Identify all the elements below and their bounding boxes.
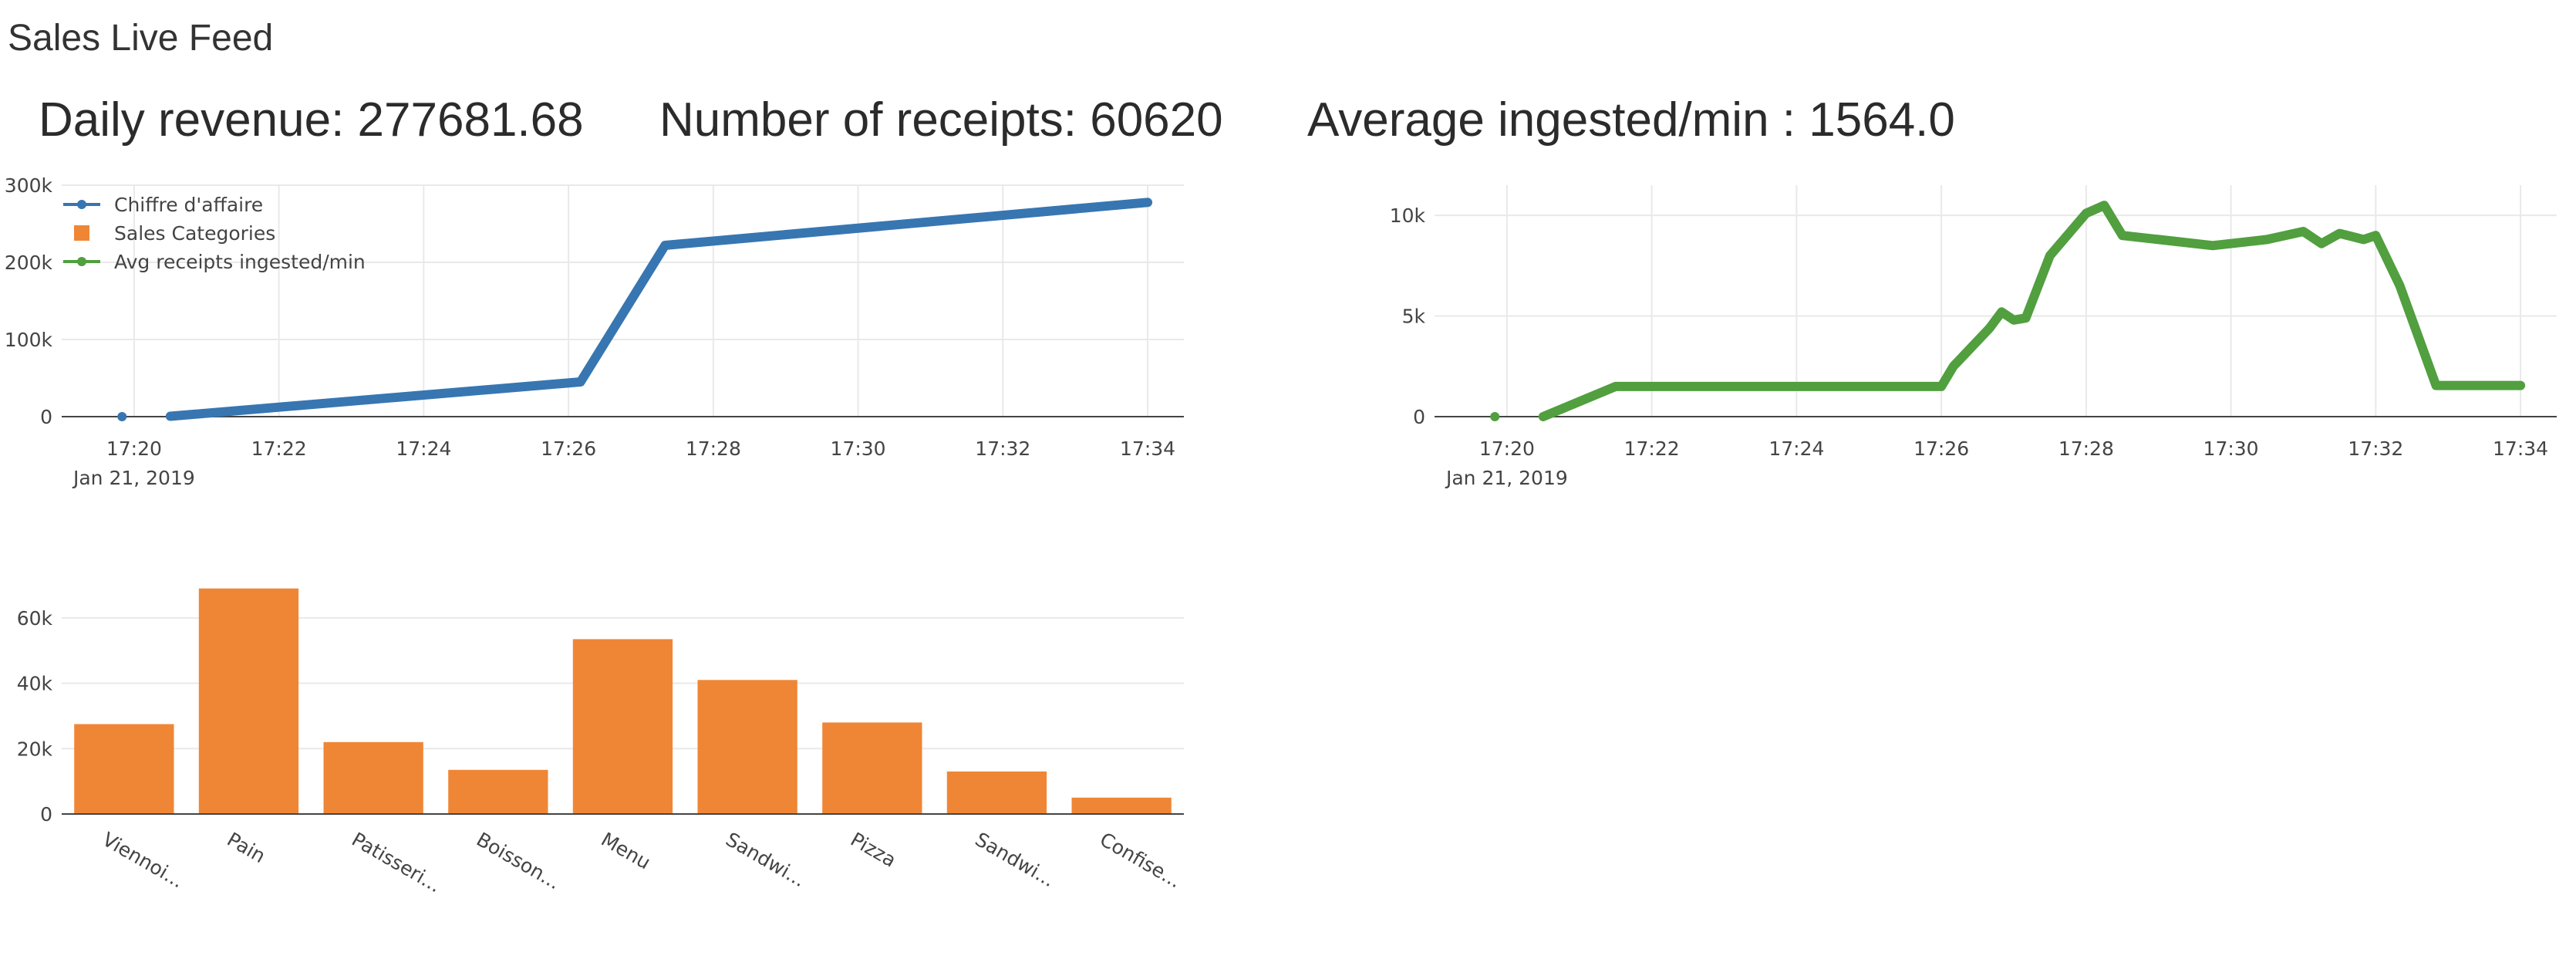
- ingested-line-chart[interactable]: 17:20 17:22 17:24 17:26 17:28 17:30 17:32 17:34…: [1373, 170, 2576, 494]
- series-start-marker: [117, 412, 127, 421]
- x-tick-label: Sandwi...: [972, 828, 1059, 891]
- x-tick-label: Viennoi...: [99, 828, 188, 892]
- x-tick-label: 17:20: [106, 437, 162, 460]
- x-tick-label: 17:30: [2203, 437, 2259, 460]
- y-tick-label: 300k: [5, 174, 53, 197]
- x-tick-label: 17:28: [686, 437, 741, 460]
- x-tick-date: Jan 21, 2019: [1445, 467, 1568, 489]
- x-tick-label: 17:30: [831, 437, 886, 460]
- x-tick-label: Boisson...: [473, 828, 565, 893]
- x-tick-label: 17:28: [2058, 437, 2114, 460]
- x-tick-label: 17:26: [541, 437, 596, 460]
- x-tick-label: Pain: [224, 828, 270, 867]
- x-tick-label: 17:24: [1768, 437, 1824, 460]
- legend-item-label: Avg receipts ingested/min: [114, 251, 366, 273]
- series-line: [1538, 201, 2526, 421]
- x-tick-label: Pizza: [847, 828, 900, 872]
- legend-item-label: Chiffre d'affaire: [114, 194, 263, 216]
- legend-item-label: Sales Categories: [114, 222, 275, 245]
- y-tick-label: 20k: [17, 738, 53, 760]
- x-tick-label: 17:34: [2493, 437, 2548, 460]
- x-tick-label: 17:32: [2348, 437, 2403, 460]
- bar: [697, 680, 797, 814]
- y-tick-label: 0: [40, 803, 52, 826]
- y-tick-label: 60k: [17, 607, 53, 630]
- bar: [448, 769, 548, 814]
- y-tick-label: 0: [1413, 406, 1425, 428]
- x-tick-label: 17:24: [396, 437, 451, 460]
- avg-ingested-stat: Average ingested/min : 1564.0: [1307, 93, 1955, 147]
- y-tick-label: 0: [40, 406, 52, 428]
- bar: [822, 722, 922, 814]
- x-tick-label: Patisseri...: [348, 828, 445, 897]
- bar: [946, 771, 1047, 814]
- y-tick-label: 200k: [5, 252, 53, 274]
- x-tick-label: 17:22: [1624, 437, 1680, 460]
- categories-bar-chart[interactable]: 0 20k 40k 60k Viennoi... Pain Patisseri... Bois…: [0, 563, 1203, 897]
- bar: [198, 588, 299, 814]
- legend-symbol-marker: [77, 200, 86, 209]
- receipts-count-stat: Number of receipts: 60620: [659, 93, 1223, 147]
- x-tick-label: 17:22: [251, 437, 307, 460]
- series-line: [165, 198, 1153, 421]
- x-tick-label: 17:34: [1120, 437, 1175, 460]
- x-tick-label: 17:26: [1913, 437, 1969, 460]
- y-tick-label: 5k: [1402, 306, 1426, 328]
- legend-symbol: [74, 225, 89, 241]
- x-tick-label: Menu: [598, 828, 655, 873]
- y-tick-label: 100k: [5, 329, 53, 351]
- bar: [323, 741, 423, 814]
- legend-symbol-marker: [77, 257, 86, 266]
- series-start-marker: [1490, 412, 1500, 421]
- y-tick-label: 10k: [1390, 204, 1426, 227]
- y-tick-label: 40k: [17, 673, 53, 695]
- x-tick-label: 17:20: [1479, 437, 1535, 460]
- x-tick-label: Confise...: [1096, 828, 1185, 892]
- page-title: Sales Live Feed: [8, 18, 274, 59]
- bar: [572, 639, 673, 814]
- daily-revenue-stat: Daily revenue: 277681.68: [39, 93, 584, 147]
- revenue-line-chart[interactable]: 17:20 17:22 17:24 17:26 17:28 17:30 17:32 17:34…: [0, 170, 1203, 494]
- bar: [74, 724, 174, 814]
- bar: [1071, 797, 1172, 814]
- x-tick-date: Jan 21, 2019: [72, 467, 195, 489]
- x-tick-label: 17:32: [975, 437, 1030, 460]
- x-tick-label: Sandwi...: [722, 828, 809, 891]
